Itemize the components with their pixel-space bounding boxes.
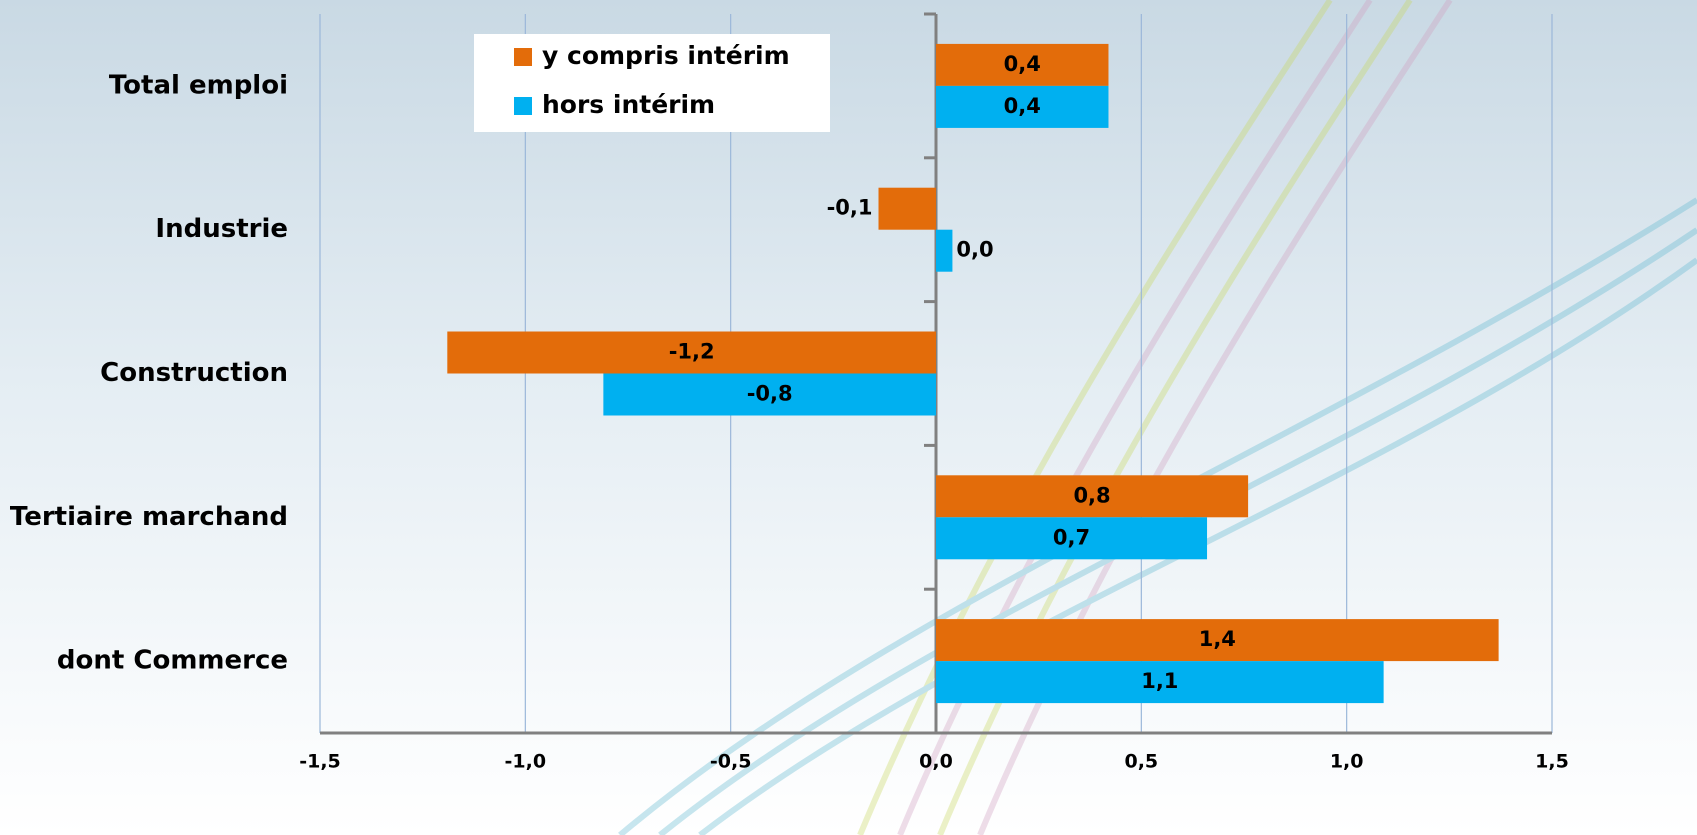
bars: [447, 43, 1499, 704]
x-tick-label: 1,5: [1535, 751, 1569, 773]
bar: [447, 331, 936, 374]
value-label: 0,7: [1053, 525, 1090, 549]
x-tick-label: -1,0: [505, 751, 547, 773]
legend-swatch: [514, 48, 532, 66]
legend: y compris intérim hors intérim: [474, 34, 830, 132]
legend-swatch: [514, 97, 532, 115]
value-label: 0,0: [956, 238, 993, 262]
x-tick-label: -1,5: [299, 751, 341, 773]
category-label: dont Commerce: [57, 646, 288, 676]
legend-label: y compris intérim: [542, 41, 790, 70]
legend-label: hors intérim: [542, 90, 715, 119]
bar: [936, 229, 953, 272]
value-label: -1,2: [669, 340, 715, 364]
bar: [936, 85, 1109, 128]
value-label: -0,1: [827, 196, 873, 220]
bar: [936, 475, 1249, 518]
x-tick-label: 0,0: [919, 751, 953, 773]
x-tick-label: -0,5: [710, 751, 752, 773]
bar: [936, 517, 1208, 560]
labels: -1,5 -1,0 -0,5 0,0 0,5 1,0 1,5 Total emploi 0,4 0…: [10, 52, 1569, 773]
bar: [878, 187, 936, 230]
x-tick-label: 0,5: [1124, 751, 1158, 773]
category-label: Construction: [100, 358, 288, 388]
bar: [936, 43, 1109, 86]
category-label: Total emploi: [109, 70, 288, 100]
value-label: 0,4: [1004, 52, 1041, 76]
bar: [936, 619, 1499, 662]
category-label: Industrie: [155, 214, 288, 244]
value-label: 1,4: [1199, 627, 1236, 651]
bar: [936, 661, 1384, 704]
value-label: 0,8: [1073, 483, 1110, 507]
legend-box: [474, 34, 830, 132]
x-tick-label: 1,0: [1330, 751, 1364, 773]
category-label: Tertiaire marchand: [10, 502, 288, 532]
bar: [603, 373, 936, 416]
value-label: -0,8: [747, 382, 793, 406]
value-label: 0,4: [1004, 94, 1041, 118]
value-label: 1,1: [1141, 669, 1178, 693]
